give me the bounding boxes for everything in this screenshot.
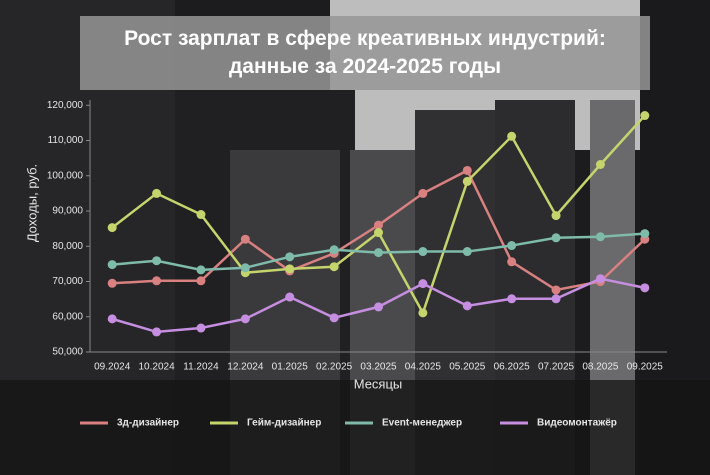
data-point (418, 279, 428, 289)
chart-title: Рост зарплат в сфере креативных индустри… (80, 16, 650, 90)
data-point (196, 323, 206, 333)
x-tick-label: 01.2025 (272, 362, 309, 373)
y-tick-label: 70,000 (52, 276, 83, 287)
data-point (507, 241, 517, 251)
data-point (107, 278, 117, 288)
data-point (152, 188, 162, 198)
x-tick-label: 09.2025 (627, 362, 664, 373)
data-point (507, 131, 517, 141)
y-tick-label: 60,000 (52, 311, 83, 322)
data-point (329, 262, 339, 272)
data-point (551, 233, 561, 243)
data-point (196, 265, 206, 275)
x-tick-label: 08.2025 (582, 362, 619, 373)
data-point (329, 313, 339, 323)
data-point (374, 228, 383, 238)
data-point (551, 285, 561, 295)
x-tick-label: 03.2025 (360, 362, 397, 373)
x-tick-label: 12.2024 (227, 362, 264, 373)
data-point (152, 327, 162, 337)
data-point (240, 263, 250, 273)
data-point (507, 257, 517, 267)
y-axis-label: Доходы, руб. (24, 164, 39, 242)
data-point (551, 211, 561, 221)
data-point (462, 247, 472, 257)
x-tick-label: 07.2025 (538, 362, 575, 373)
x-tick-label: 11.2024 (183, 362, 219, 373)
x-axis-label: Месяцы (354, 376, 403, 391)
data-point (240, 314, 250, 324)
data-point (329, 245, 339, 255)
data-point (595, 232, 605, 242)
y-tick-label: 90,000 (52, 206, 83, 217)
legend-label: Гейм-дизайнер (247, 418, 321, 429)
data-point (152, 256, 162, 266)
data-point (595, 274, 605, 284)
data-point (374, 302, 383, 312)
data-point (462, 165, 472, 175)
data-point (551, 294, 561, 304)
data-point (107, 223, 117, 233)
data-point (418, 188, 428, 198)
data-point (507, 294, 517, 304)
data-point (107, 314, 117, 324)
x-tick-label: 02.2025 (316, 362, 353, 373)
y-tick-label: 50,000 (52, 347, 83, 358)
data-point (196, 276, 206, 286)
data-point (418, 247, 428, 257)
data-point (240, 234, 250, 244)
data-point (640, 283, 650, 293)
x-tick-label: 09.2024 (94, 362, 131, 373)
y-tick-label: 120,000 (47, 100, 84, 111)
legend-label: Event-менеджер (382, 418, 462, 429)
data-point (196, 210, 206, 220)
y-tick-label: 110,000 (48, 135, 84, 146)
y-tick-label: 100,000 (47, 170, 84, 181)
data-point (152, 276, 162, 286)
data-point (462, 301, 472, 311)
x-tick-label: 06.2025 (494, 362, 531, 373)
x-tick-label: 10.2024 (138, 362, 175, 373)
data-point (285, 292, 295, 302)
legend-label: 3д-дизайнер (117, 418, 179, 429)
data-point (640, 229, 650, 239)
y-tick-label: 80,000 (52, 241, 83, 252)
legend-label: Видеомонтажёр (537, 418, 617, 429)
data-point (374, 248, 383, 258)
data-point (285, 264, 295, 274)
data-point (418, 308, 428, 318)
data-point (285, 252, 295, 262)
data-point (107, 260, 117, 270)
x-tick-label: 04.2025 (405, 362, 442, 373)
data-point (640, 111, 650, 121)
x-tick-label: 05.2025 (449, 362, 486, 373)
data-point (374, 220, 383, 230)
data-point (462, 176, 472, 186)
data-point (595, 159, 605, 169)
